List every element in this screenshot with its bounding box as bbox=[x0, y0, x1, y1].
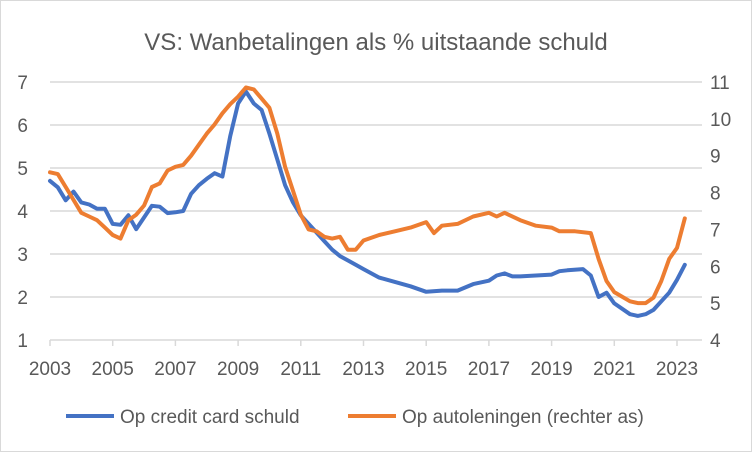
y-right-tick-label: 6 bbox=[710, 257, 721, 278]
x-tick-label: 2007 bbox=[154, 359, 196, 380]
x-tick-label: 2015 bbox=[405, 359, 447, 380]
y-left-tick-label: 4 bbox=[17, 202, 28, 223]
x-tick-label: 2023 bbox=[656, 359, 698, 380]
y-right-tick-label: 4 bbox=[710, 331, 721, 352]
y-left-tick-label: 6 bbox=[17, 116, 28, 137]
y-left-tick-label: 1 bbox=[17, 331, 28, 352]
x-tick-label: 2021 bbox=[593, 359, 635, 380]
y-left-tick-label: 7 bbox=[17, 73, 28, 94]
x-tick-label: 2011 bbox=[280, 359, 321, 380]
x-tick-label: 2017 bbox=[468, 359, 510, 380]
x-tick-label: 2005 bbox=[92, 359, 134, 380]
y-right-tick-label: 8 bbox=[710, 184, 721, 205]
y-left-tick-label: 2 bbox=[17, 288, 28, 309]
x-tick-label: 2003 bbox=[29, 359, 71, 380]
x-tick-label: 2009 bbox=[217, 359, 259, 380]
legend-label-credit: Op credit card schuld bbox=[120, 407, 300, 428]
chart-title: VS: Wanbetalingen als % uitstaande schul… bbox=[144, 29, 607, 56]
y-left-tick-label: 5 bbox=[17, 159, 28, 180]
y-right-tick-label: 9 bbox=[710, 147, 721, 168]
y-right-tick-label: 7 bbox=[710, 220, 721, 241]
legend-label-auto: Op autoleningen (rechter as) bbox=[402, 407, 644, 428]
y-right-tick-label: 11 bbox=[710, 73, 730, 94]
x-tick-label: 2019 bbox=[530, 359, 572, 380]
y-right-tick-label: 5 bbox=[710, 294, 721, 315]
y-left-tick-label: 3 bbox=[17, 245, 28, 266]
y-right-tick-label: 10 bbox=[710, 110, 731, 131]
x-tick-label: 2013 bbox=[342, 359, 384, 380]
